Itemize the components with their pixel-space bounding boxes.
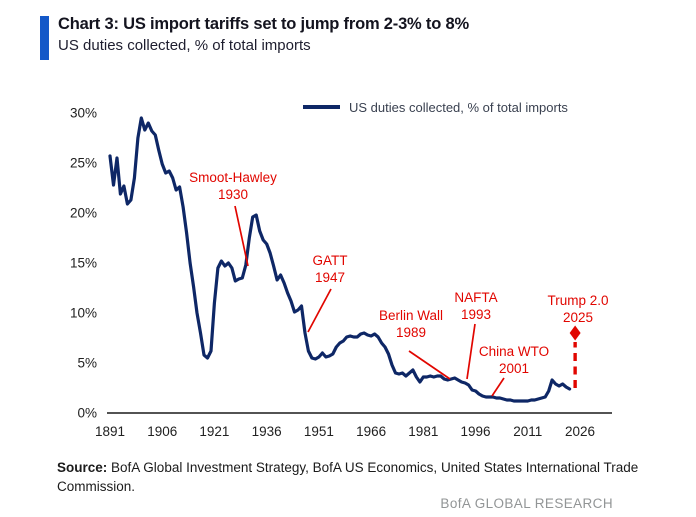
x-tick-label: 1921 xyxy=(199,424,229,439)
x-tick-label: 1981 xyxy=(408,424,438,439)
leader-line-berlin-wall xyxy=(408,350,451,380)
leader-line-smoot-hawley xyxy=(234,205,249,267)
source-text: BofA Global Investment Strategy, BofA US… xyxy=(57,460,639,494)
chart-title: Chart 3: US import tariffs set to jump f… xyxy=(58,15,469,33)
y-tick-label: 20% xyxy=(70,206,97,221)
x-tick-label: 1891 xyxy=(95,424,125,439)
leader-line-gatt xyxy=(307,288,332,333)
x-tick-label: 1951 xyxy=(304,424,334,439)
x-tick-label: 2011 xyxy=(513,424,542,439)
y-tick-label: 10% xyxy=(70,306,97,321)
y-tick-label: 5% xyxy=(77,356,97,371)
legend-line-swatch xyxy=(303,105,340,109)
chart-subtitle: US duties collected, % of total imports xyxy=(58,37,311,54)
title-accent-bar xyxy=(40,16,49,60)
y-tick-label: 25% xyxy=(70,156,97,171)
duties-line-series xyxy=(108,116,572,403)
source-label: Source: xyxy=(57,460,108,475)
legend: US duties collected, % of total imports xyxy=(303,99,568,115)
x-tick-label: 1996 xyxy=(461,424,491,439)
brand-footer: BofA GLOBAL RESEARCH xyxy=(440,496,613,511)
leader-line-nafta xyxy=(466,323,476,380)
source-note: Source: BofA Global Investment Strategy,… xyxy=(57,458,653,496)
y-tick-label: 30% xyxy=(70,106,97,121)
legend-label: US duties collected, % of total imports xyxy=(349,99,568,115)
x-tick-label: 1936 xyxy=(252,424,282,439)
x-tick-label: 2026 xyxy=(565,424,595,439)
x-tick-label: 1966 xyxy=(356,424,386,439)
arrowhead-diamond-icon xyxy=(569,325,581,341)
leader-line-china-wto xyxy=(491,377,505,397)
y-tick-label: 15% xyxy=(70,256,97,271)
y-tick-label: 0% xyxy=(77,406,97,421)
x-tick-label: 1906 xyxy=(147,424,177,439)
